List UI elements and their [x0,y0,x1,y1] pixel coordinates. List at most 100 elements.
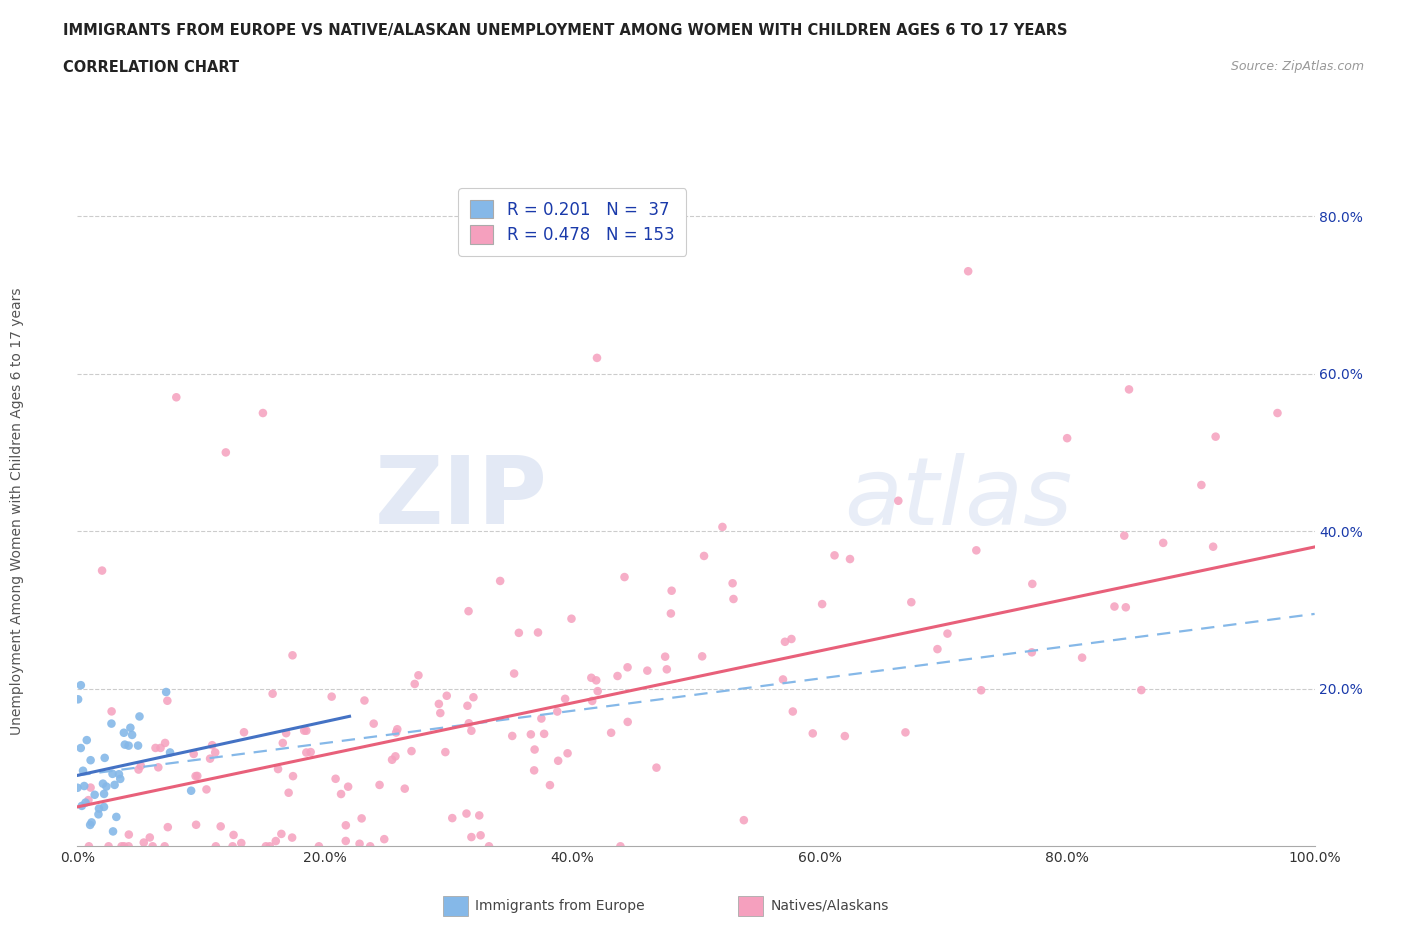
Point [159,745,181,760]
Point [654,649,676,664]
Point [436,688,458,703]
Point [533,726,555,741]
Point [1071,650,1094,665]
Point [609,839,631,854]
Point [1202,539,1225,554]
Point [613,570,636,585]
Point [965,543,987,558]
Point [429,706,451,721]
Point [83,788,105,803]
Point [349,836,371,851]
Point [299,745,322,760]
Point [184,817,207,832]
Point [277,785,299,800]
Point [385,725,408,740]
Point [600,725,623,740]
Text: Source: ZipAtlas.com: Source: ZipAtlas.com [1230,60,1364,73]
Point [165,390,187,405]
Point [733,813,755,828]
Point [142,839,165,854]
Point [70,678,93,693]
Point [139,830,162,845]
Point [66,780,89,795]
Point [264,833,287,848]
Point [335,817,357,832]
Point [337,779,360,794]
Point [186,768,208,783]
Point [546,704,568,719]
Point [1189,478,1212,493]
Point [153,736,176,751]
Point [259,839,281,854]
Point [780,631,803,646]
Point [463,690,485,705]
Point [404,676,426,691]
Point [427,697,450,711]
Point [183,747,205,762]
Text: atlas: atlas [845,453,1073,544]
Point [470,828,492,843]
Point [547,753,569,768]
Point [359,839,381,854]
Point [117,839,139,854]
Point [271,736,294,751]
Point [457,604,479,618]
Point [96,779,118,794]
Point [252,405,274,420]
Point [350,811,373,826]
Point [721,576,744,591]
Point [811,597,834,612]
Point [457,716,479,731]
Point [105,809,128,824]
Point [460,830,482,844]
Point [117,738,139,753]
Point [79,752,101,767]
Point [100,704,122,719]
Point [321,689,343,704]
Point [308,839,330,854]
Point [112,839,135,854]
Point [478,839,501,854]
Point [693,549,716,564]
Point [1152,536,1174,551]
Point [79,780,101,795]
Point [387,722,409,737]
Point [330,787,353,802]
Point [1118,382,1140,397]
Text: CORRELATION CHART: CORRELATION CHART [63,60,239,75]
Point [87,801,110,816]
Point [1021,644,1043,659]
Point [281,648,304,663]
Point [538,777,561,792]
Text: Immigrants from Europe: Immigrants from Europe [475,898,645,913]
Point [456,806,478,821]
Point [121,727,143,742]
Point [104,777,127,792]
Point [368,777,391,792]
Point [215,445,238,459]
Point [149,740,172,755]
Point [839,551,862,566]
Point [894,725,917,740]
Point [231,836,253,851]
Point [148,760,170,775]
Point [145,740,167,755]
Point [281,769,304,784]
Point [530,711,553,726]
Point [87,807,110,822]
Point [659,606,682,621]
Point [209,819,232,834]
Point [655,662,678,677]
Point [335,833,357,848]
Point [100,716,122,731]
Point [292,724,315,738]
Point [773,634,796,649]
Point [900,595,922,610]
Point [661,583,683,598]
Point [834,728,856,743]
Text: IMMIGRANTS FROM EUROPE VS NATIVE/ALASKAN UNEMPLOYMENT AMONG WOMEN WITH CHILDREN : IMMIGRANTS FROM EUROPE VS NATIVE/ALASKAN… [63,23,1067,38]
Point [711,520,734,535]
Point [824,548,846,563]
Point [110,839,132,854]
Point [434,745,457,760]
